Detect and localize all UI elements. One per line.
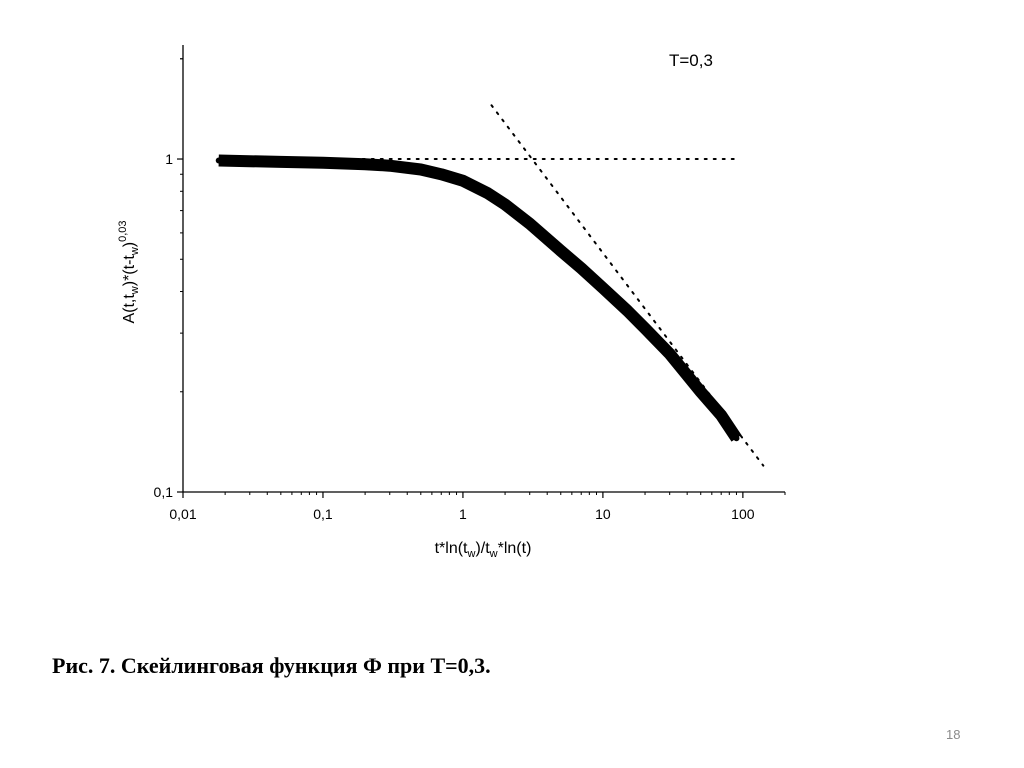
y-tick-label: 1 (165, 151, 173, 167)
y-tick-label: 0,1 (154, 484, 174, 500)
y-tick-labels: 0,11 (154, 151, 174, 500)
data-point (599, 284, 606, 291)
data-point (362, 161, 369, 168)
reference-lines (217, 104, 765, 467)
data-point (733, 435, 740, 442)
y-axis-title: A(t,tw)*(t-tw)0,03 (117, 220, 141, 323)
data-point (484, 190, 491, 197)
data-point (666, 350, 673, 357)
data-point (277, 158, 284, 165)
x-tick-label: 10 (595, 506, 611, 522)
data-point (642, 325, 649, 332)
data-point (386, 162, 393, 169)
data-point (459, 177, 466, 184)
data-series-1 (218, 154, 742, 442)
minor-ticks (180, 58, 786, 495)
slide-number: 18 (946, 727, 961, 742)
x-axis-title: t*ln(tw)/tw*ln(t) (435, 540, 532, 560)
data-point (526, 220, 533, 227)
x-tick-label: 1 (459, 506, 467, 522)
data-point (438, 171, 445, 178)
data-point (718, 412, 725, 419)
reference-line-2 (490, 104, 765, 467)
x-tick-labels: 0,01 0,1 1 10 100 (169, 506, 754, 522)
data-point (246, 158, 253, 165)
x-tick-label: 100 (731, 506, 755, 522)
data-point (624, 307, 631, 314)
data-point (697, 388, 704, 395)
data-point (557, 247, 564, 254)
chart-annotation: T=0,3 (669, 51, 713, 70)
data-point (215, 157, 222, 164)
data-point (319, 159, 326, 166)
x-tick-label: 0,1 (313, 506, 333, 522)
data-point (417, 166, 424, 173)
major-ticks (177, 158, 744, 498)
data-point (502, 201, 509, 208)
figure-caption: Рис. 7. Скейлинговая функция Ф при T=0,3… (52, 653, 491, 678)
chart: 0,01 0,1 1 10 100 0,11 T=0,3 t*ln(tw)/tw*ln(… (117, 45, 786, 560)
series (215, 154, 742, 442)
data-point (578, 265, 585, 272)
x-tick-label: 0,01 (169, 506, 196, 522)
